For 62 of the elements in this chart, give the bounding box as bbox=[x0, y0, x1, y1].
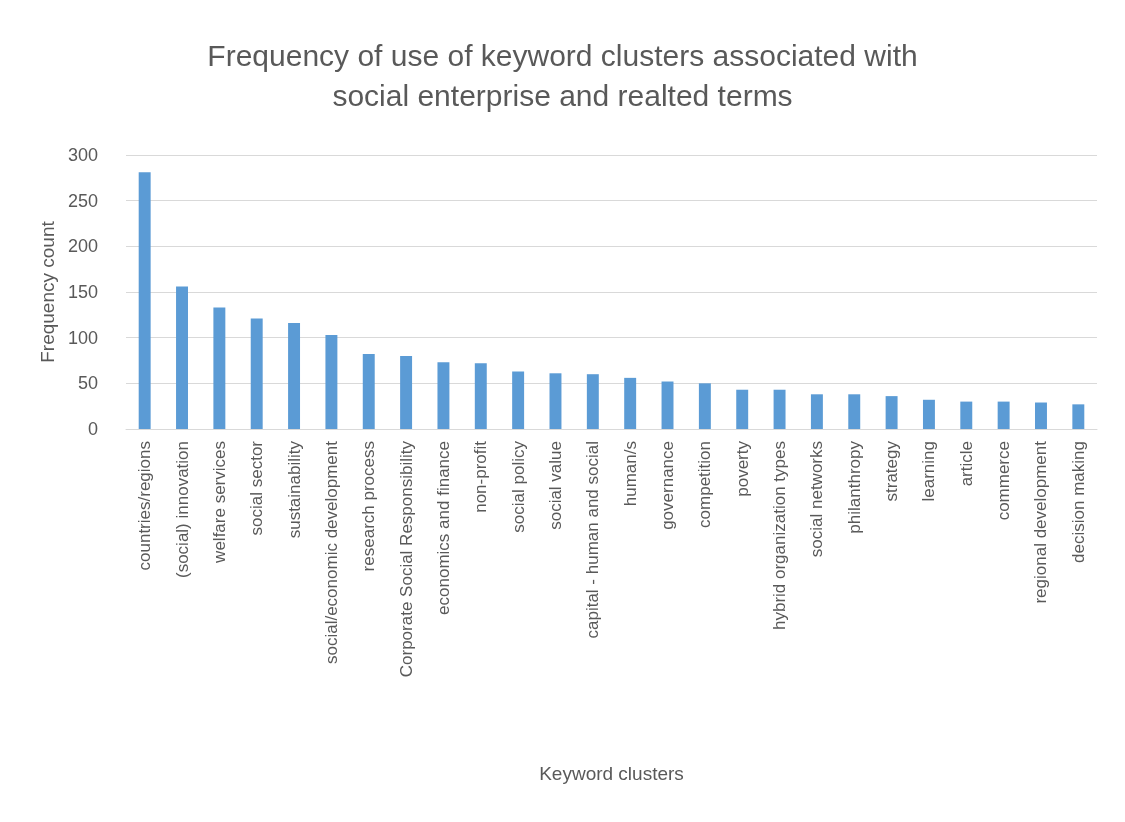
x-tick-label: research process bbox=[359, 441, 379, 572]
x-tick-label: hybrid organization types bbox=[770, 441, 790, 631]
y-tick-label: 50 bbox=[77, 373, 98, 394]
bar bbox=[960, 401, 973, 429]
bar bbox=[997, 401, 1010, 429]
bar bbox=[362, 354, 375, 429]
x-tick-label: social value bbox=[545, 441, 565, 530]
y-tick-label: 200 bbox=[67, 236, 98, 257]
bar bbox=[400, 355, 413, 429]
x-tick-label: capital - human and social bbox=[583, 441, 603, 639]
bar bbox=[512, 371, 525, 429]
bar bbox=[922, 399, 935, 429]
y-tick-label: 150 bbox=[67, 282, 98, 302]
bar bbox=[176, 286, 188, 429]
y-tick-label: 100 bbox=[67, 327, 98, 348]
x-tick-label: regional development bbox=[1031, 440, 1051, 604]
bar bbox=[437, 362, 450, 429]
bar bbox=[325, 334, 338, 429]
x-tick-label: social policy bbox=[508, 440, 528, 533]
bar bbox=[586, 374, 599, 429]
x-tick-label: strategy bbox=[882, 440, 902, 502]
x-tick-label: social sector bbox=[247, 440, 267, 536]
x-tick-label: decision making bbox=[1068, 441, 1088, 563]
bar bbox=[810, 394, 823, 429]
x-tick-label: learning bbox=[919, 441, 939, 502]
bar bbox=[138, 172, 151, 429]
bar bbox=[698, 383, 711, 429]
bar bbox=[1035, 402, 1047, 429]
x-tick-label: (social) innovation bbox=[172, 441, 192, 579]
x-axis-title: Keyword clusters bbox=[539, 763, 684, 784]
x-tick-label: governance bbox=[658, 441, 678, 530]
y-tick-label: 0 bbox=[87, 419, 98, 439]
bar bbox=[773, 389, 786, 429]
x-tick-label: article bbox=[956, 441, 976, 487]
x-tick-label: competition bbox=[695, 441, 715, 528]
bar bbox=[288, 323, 301, 429]
x-tick-label: philanthropy bbox=[844, 440, 864, 534]
x-tick-label: welfare services bbox=[209, 441, 229, 564]
bar bbox=[624, 377, 637, 429]
x-tick-label: poverty bbox=[732, 440, 752, 497]
x-tick-label: Corporate Social Responsibility bbox=[396, 440, 416, 678]
x-tick-label: social networks bbox=[807, 441, 827, 558]
chart-title: Frequency of use of keyword clusters associated with social enterprise and realted terms bbox=[207, 38, 918, 112]
bar bbox=[549, 373, 562, 429]
x-tick-label: economics and finance bbox=[433, 441, 453, 615]
y-tick-label: 300 bbox=[67, 145, 98, 165]
bar bbox=[661, 381, 674, 429]
bar bbox=[1072, 404, 1085, 429]
bar bbox=[250, 318, 263, 429]
bar bbox=[213, 307, 226, 429]
x-tick-label: countries/regions bbox=[135, 441, 155, 571]
x-tick-label: sustainability bbox=[284, 440, 304, 539]
y-axis-title: Frequency count bbox=[37, 220, 59, 363]
x-tick-label: commerce bbox=[994, 441, 1014, 521]
x-tick-label: human/s bbox=[620, 441, 640, 507]
bar bbox=[848, 394, 861, 429]
bar bbox=[885, 396, 898, 429]
x-tick-label: social/economic development bbox=[321, 440, 341, 665]
bar bbox=[736, 389, 749, 429]
x-tick-label: non-profit bbox=[471, 440, 491, 513]
bar bbox=[474, 363, 487, 429]
y-tick-label: 250 bbox=[67, 190, 98, 211]
